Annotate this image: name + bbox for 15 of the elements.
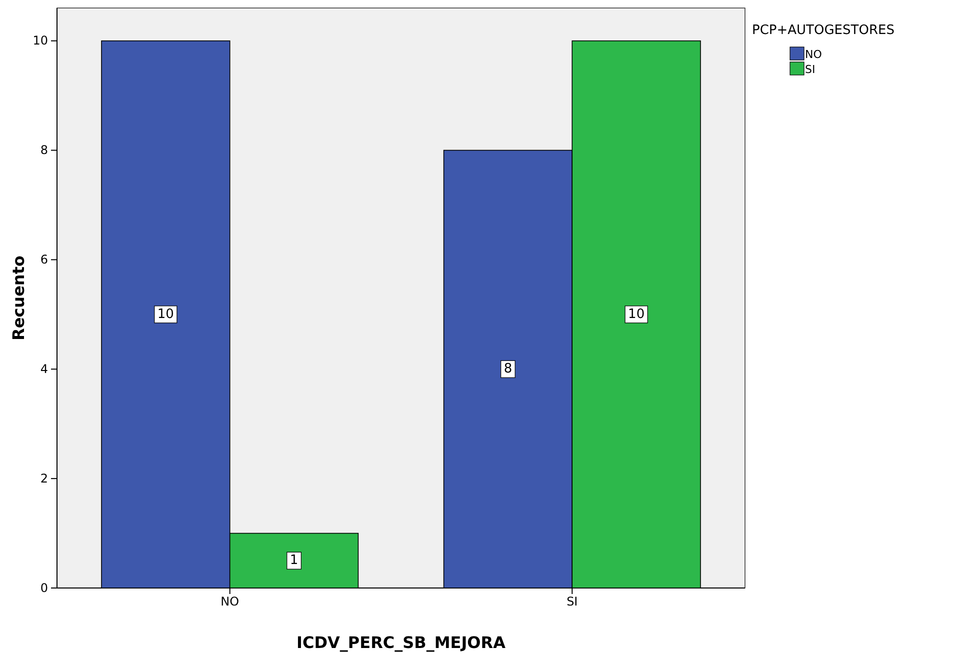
y-tick-label: 10	[32, 34, 48, 48]
data-label: 8	[504, 362, 512, 377]
y-axis-title: Recuento	[9, 256, 28, 340]
y-tick-label: 2	[40, 471, 48, 486]
y-tick-label: 6	[40, 252, 48, 267]
data-label: 1	[290, 553, 298, 568]
y-tick-label: 8	[40, 143, 48, 158]
legend-label: NO	[805, 48, 822, 61]
x-axis-title: ICDV_PERC_SB_MEJORA	[296, 633, 506, 652]
legend-label: SI	[805, 63, 816, 76]
y-tick-label: 0	[40, 580, 48, 595]
data-label: 10	[628, 306, 645, 322]
data-label: 10	[157, 306, 174, 322]
legend-title: PCP+AUTOGESTORES	[752, 23, 894, 38]
y-tick-label: 4	[40, 362, 48, 376]
